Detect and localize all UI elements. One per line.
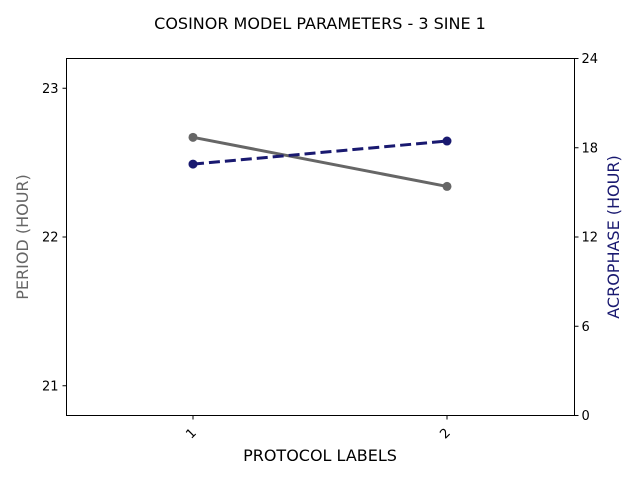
left-tick-label: 22 xyxy=(42,231,59,246)
left-y-axis-label: PERIOD (HOUR) xyxy=(13,174,32,300)
series-0-point-0 xyxy=(188,132,198,142)
left-tick-label: 23 xyxy=(42,82,59,97)
chart-title: COSINOR MODEL PARAMETERS - 3 SINE 1 xyxy=(154,14,486,33)
series-line-0 xyxy=(192,135,448,188)
series-1-point-0 xyxy=(188,159,198,169)
series-0-point-1 xyxy=(442,181,452,191)
right-tick-label: 18 xyxy=(582,141,599,156)
series-line-1 xyxy=(192,139,448,166)
right-tick-label: 12 xyxy=(582,231,599,246)
right-axis: 0 6 12 18 24 xyxy=(574,52,599,424)
series-1-point-1 xyxy=(442,136,452,146)
left-tick-label: 21 xyxy=(42,379,59,394)
left-axis: 21 22 23 xyxy=(42,82,67,394)
plot-area-frame xyxy=(66,58,575,416)
right-y-axis-label: ACROPHASE (HOUR) xyxy=(604,155,623,318)
x-tick-label: 2 xyxy=(437,426,453,442)
x-tick-label: 1 xyxy=(183,426,199,442)
x-axis-label: PROTOCOL LABELS xyxy=(243,446,397,465)
right-tick-label: 24 xyxy=(582,52,599,67)
right-tick-label: 6 xyxy=(582,320,590,335)
right-tick-label: 0 xyxy=(582,409,590,424)
series-layer xyxy=(188,132,452,191)
